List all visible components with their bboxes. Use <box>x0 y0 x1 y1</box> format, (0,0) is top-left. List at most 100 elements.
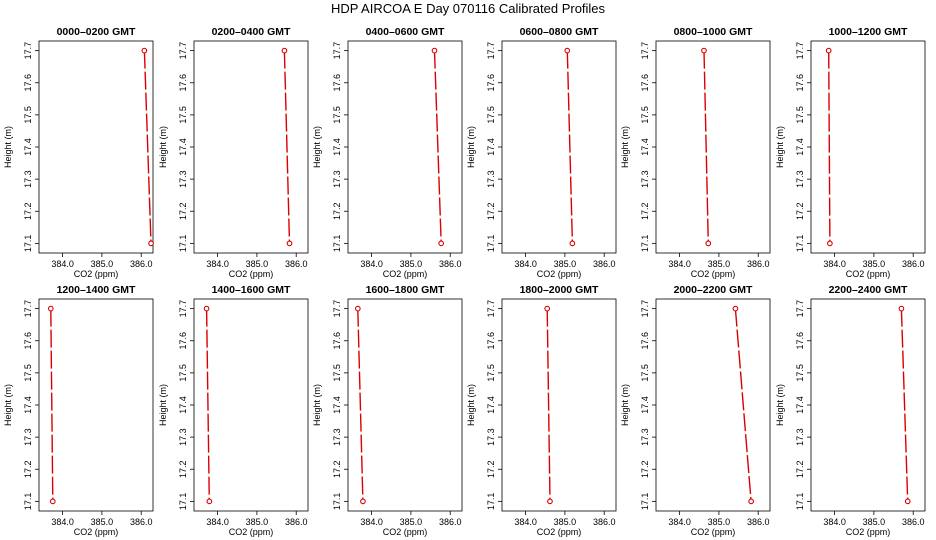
x-tick-label: 385.0 <box>246 517 269 527</box>
y-tick-label: 17.1 <box>640 493 650 511</box>
panel-10: 1800–2000 GMT 384.0 385.0 386.0 17.1 17.2 17.3… <box>466 284 617 537</box>
y-tick-label: 17.3 <box>795 170 805 188</box>
panel-1: 0000–0200 GMT 384.0 385.0 386.0 17.1 17.2 17.3… <box>3 26 154 279</box>
data-point <box>438 240 445 247</box>
panel-3: 0400–0600 GMT 384.0 385.0 386.0 17.1 17.2 17.3… <box>312 26 463 279</box>
x-tick-label: 384.0 <box>514 259 537 269</box>
plot-frame <box>193 298 309 512</box>
y-tick-label: 17.3 <box>486 428 496 446</box>
y-tick-label: 17.3 <box>332 170 342 188</box>
y-tick-label: 17.2 <box>332 202 342 220</box>
y-axis-label: Height (m) <box>312 384 322 426</box>
x-axis-label: CO2 (ppm) <box>229 527 274 537</box>
y-tick-label: 17.7 <box>332 42 342 60</box>
data-point <box>141 47 148 54</box>
data-point <box>748 498 754 505</box>
plot-frame <box>347 298 463 512</box>
profile-line <box>734 308 752 502</box>
x-tick-label: 385.0 <box>708 259 731 269</box>
y-tick-label: 17.4 <box>486 396 496 414</box>
plot-frame <box>501 298 617 512</box>
y-tick-label: 17.1 <box>23 493 33 511</box>
panel-title: 0200–0400 GMT <box>212 26 291 38</box>
y-tick-label: 17.5 <box>332 364 342 382</box>
plot-frame <box>347 40 463 254</box>
y-tick-label: 17.3 <box>23 428 33 446</box>
x-tick-label: 386.0 <box>593 259 616 269</box>
profile-line <box>143 50 152 244</box>
y-tick-label: 17.1 <box>795 235 805 253</box>
panel-5: 0800–1000 GMT 384.0 385.0 386.0 17.1 17.2 17.3… <box>620 26 771 279</box>
y-tick-label: 17.3 <box>640 428 650 446</box>
x-tick-label: 384.0 <box>51 259 74 269</box>
profile-line <box>433 50 442 244</box>
panel-title: 0800–1000 GMT <box>674 26 753 38</box>
y-axis-label: Height (m) <box>3 126 13 168</box>
y-tick-label: 17.7 <box>178 42 188 60</box>
data-point <box>206 498 213 505</box>
panel-4: 0600–0800 GMT 384.0 385.0 386.0 17.1 17.2 17.3… <box>466 26 617 279</box>
y-tick-label: 17.5 <box>795 106 805 124</box>
y-tick-label: 17.6 <box>332 332 342 350</box>
panel-9: 1600–1800 GMT 384.0 385.0 386.0 17.1 17.2 17.3… <box>312 284 463 537</box>
y-tick-label: 17.2 <box>640 202 650 220</box>
y-tick-label: 17.4 <box>332 138 342 156</box>
y-tick-label: 17.6 <box>332 74 342 92</box>
x-tick-label: 385.0 <box>400 259 423 269</box>
data-point <box>148 240 154 247</box>
panel-grid: 0000–0200 GMT 384.0 385.0 386.0 17.1 17.2 17.3… <box>3 26 926 537</box>
data-point <box>286 240 293 247</box>
x-tick-label: 385.0 <box>246 259 269 269</box>
panel-12: 2200–2400 GMT 384.0 385.0 386.0 17.1 17.2 17.3… <box>775 284 926 537</box>
x-axis-label: CO2 (ppm) <box>74 527 119 537</box>
y-tick-label: 17.7 <box>795 42 805 60</box>
y-tick-label: 17.2 <box>795 460 805 478</box>
x-tick-label: 386.0 <box>285 517 308 527</box>
y-tick-label: 17.1 <box>640 235 650 253</box>
plot-frame <box>193 40 309 254</box>
x-tick-label: 384.0 <box>360 517 383 527</box>
y-tick-label: 17.6 <box>23 74 33 92</box>
y-tick-label: 17.4 <box>795 138 805 156</box>
plot-frame <box>810 298 926 512</box>
y-tick-label: 17.5 <box>795 364 805 382</box>
panel-title: 0000–0200 GMT <box>57 26 136 38</box>
y-tick-label: 17.6 <box>486 74 496 92</box>
data-point <box>49 498 56 505</box>
plot-frame <box>810 40 926 254</box>
y-tick-label: 17.2 <box>23 460 33 478</box>
y-axis-label: Height (m) <box>158 126 168 168</box>
y-tick-label: 17.5 <box>178 364 188 382</box>
x-tick-label: 385.0 <box>708 517 731 527</box>
plot-frame <box>655 298 771 512</box>
x-tick-label: 385.0 <box>91 517 114 527</box>
panel-title: 1400–1600 GMT <box>212 284 291 296</box>
data-point <box>564 47 571 54</box>
data-point <box>431 47 438 54</box>
y-tick-label: 17.6 <box>795 74 805 92</box>
data-point <box>569 240 576 247</box>
y-tick-label: 17.3 <box>23 170 33 188</box>
y-axis-label: Height (m) <box>620 126 630 168</box>
y-axis-label: Height (m) <box>620 384 630 426</box>
y-axis-label: Height (m) <box>775 126 785 168</box>
x-tick-label: 384.0 <box>668 517 691 527</box>
data-point <box>544 305 551 312</box>
y-axis-label: Height (m) <box>3 384 13 426</box>
y-tick-label: 17.2 <box>178 202 188 220</box>
data-point <box>705 240 712 247</box>
profile-line <box>828 50 831 244</box>
y-tick-label: 17.5 <box>486 364 496 382</box>
plot-frame <box>655 40 771 254</box>
panel-title: 1800–2000 GMT <box>520 284 599 296</box>
y-tick-label: 17.5 <box>178 106 188 124</box>
y-tick-label: 17.3 <box>486 170 496 188</box>
x-tick-label: 385.0 <box>554 259 577 269</box>
y-tick-label: 17.1 <box>795 493 805 511</box>
x-axis-label: CO2 (ppm) <box>691 269 736 279</box>
y-tick-label: 17.5 <box>640 364 650 382</box>
y-tick-label: 17.4 <box>486 138 496 156</box>
y-axis-label: Height (m) <box>775 384 785 426</box>
y-tick-label: 17.4 <box>178 138 188 156</box>
